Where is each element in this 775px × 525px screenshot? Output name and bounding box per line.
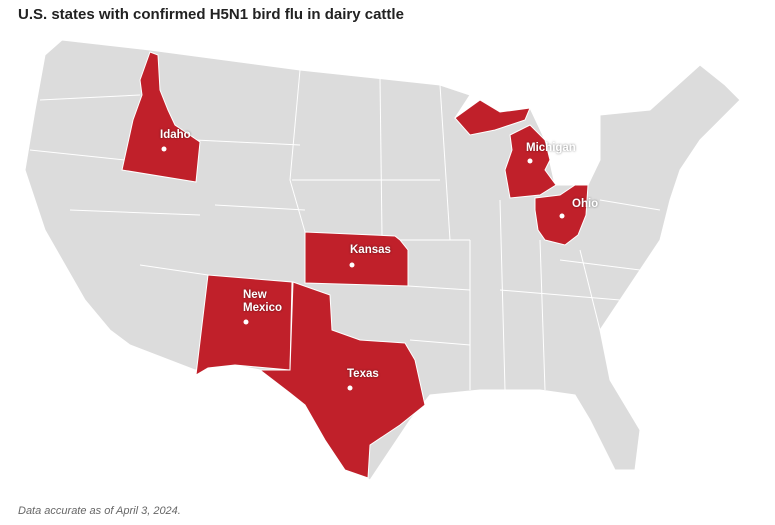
affected-states (121, 51, 589, 479)
state-shape (304, 231, 409, 287)
title: U.S. states with confirmed H5N1 bird flu… (18, 6, 404, 23)
state-shape (258, 281, 426, 479)
state-borders (29, 69, 661, 391)
state-dot (243, 319, 249, 325)
state-label: Michigan (526, 142, 576, 154)
state-shape (454, 99, 531, 136)
state-label: Kansas (350, 244, 391, 256)
state-label: Texas (347, 368, 379, 380)
state-dot (349, 262, 355, 268)
state-shape (195, 274, 293, 376)
state-dot (347, 385, 353, 391)
state-dot (161, 146, 167, 152)
state-label: Ohio (572, 198, 599, 210)
state-dot (559, 213, 565, 219)
note: Data accurate as of April 3, 2024. (18, 505, 181, 517)
state-dot (527, 158, 533, 164)
state-shape (121, 51, 201, 183)
state-label: Idaho (160, 129, 191, 141)
state-label: New Mexico (243, 289, 282, 314)
